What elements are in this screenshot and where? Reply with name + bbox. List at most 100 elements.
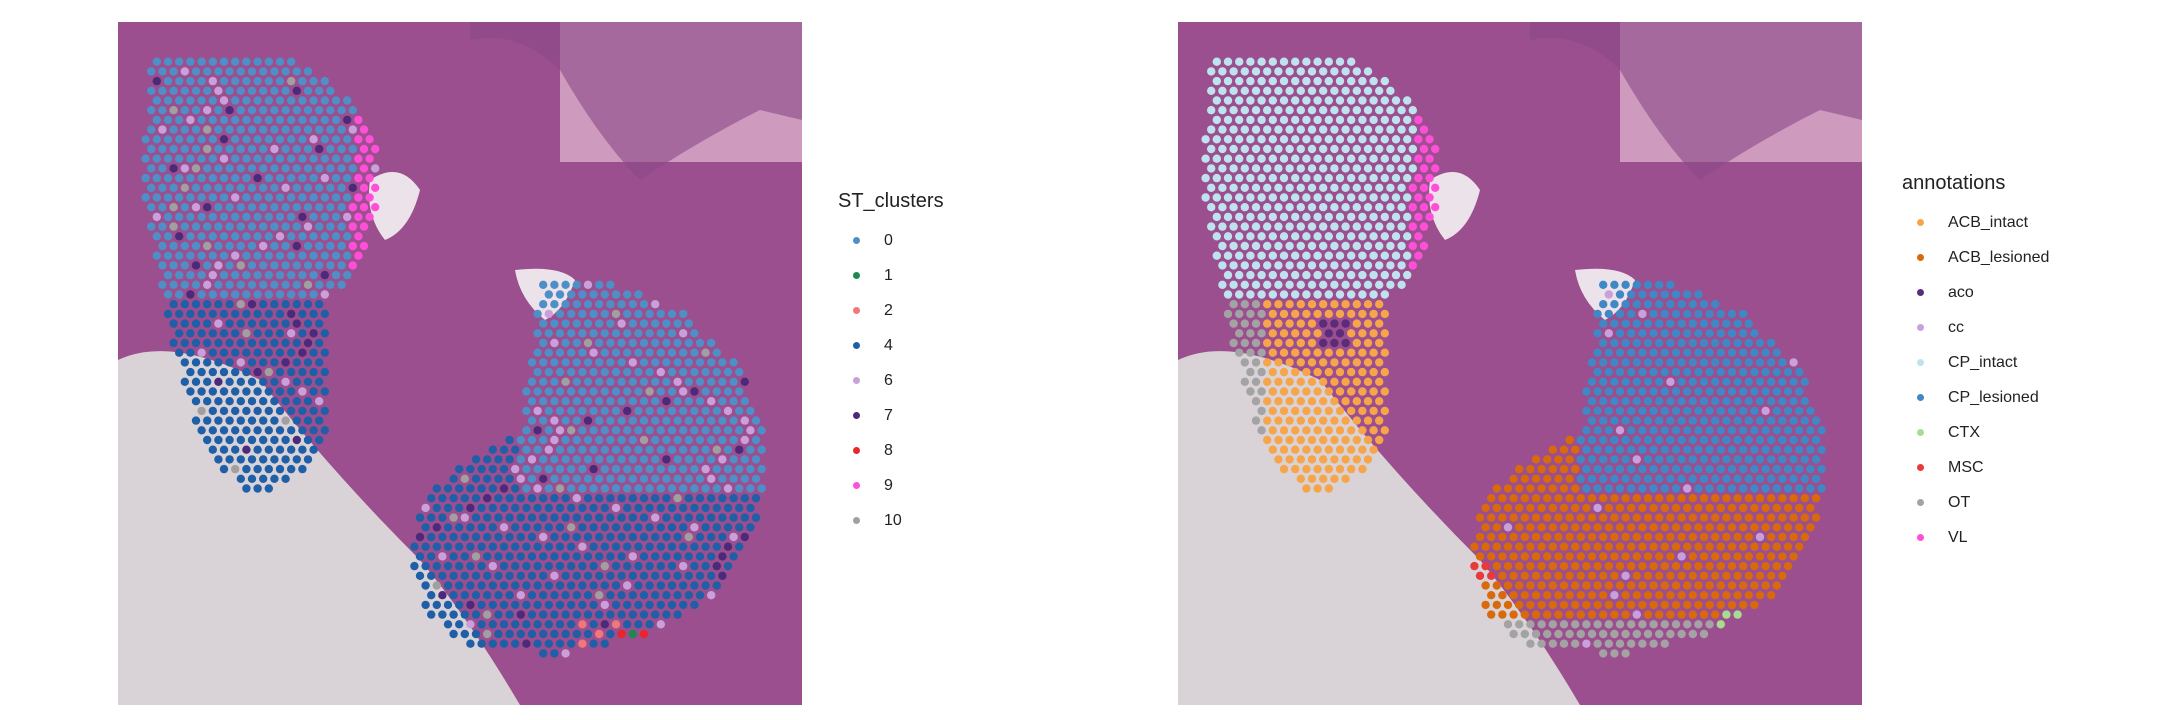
spot-point [253,57,262,66]
spot-point [1548,581,1558,590]
spot-point [1274,222,1283,231]
spot-point [1671,387,1681,396]
spot-point [1677,494,1686,503]
spot-point [701,561,710,571]
spot-point [583,397,593,406]
spot-point [1643,591,1653,600]
spot-point [667,309,677,319]
spot-point [1621,532,1630,542]
spot-point [740,532,749,542]
spot-point [1722,571,1731,580]
spot-point [1599,358,1608,367]
panel-annotations [1178,22,1862,705]
spot-point [1352,86,1362,96]
spot-point [432,523,441,532]
spot-point [1375,261,1384,270]
spot-point [292,435,301,445]
spot-point [1705,620,1714,629]
spot-point [1767,377,1776,386]
spot-point [1699,552,1709,561]
spot-point [516,571,525,580]
spot-point [662,610,671,619]
spot-point [449,513,458,522]
spot-point [186,329,195,338]
spot-point [1531,455,1541,464]
spot-point [488,561,497,571]
spot-point [1649,445,1658,454]
spot-point [1358,464,1367,474]
spot-point [645,620,654,629]
spot-point [1537,620,1546,629]
spot-point [600,426,609,435]
spot-point [1615,503,1625,513]
spot-point [1643,358,1653,367]
spot-point [639,358,649,367]
spot-point [180,241,189,251]
spot-point [326,280,335,289]
spot-point [561,455,570,464]
spot-point [208,193,217,202]
spot-point [236,241,245,251]
spot-point [169,86,178,96]
spot-point [1800,397,1810,406]
spot-point [208,426,217,435]
spot-point [197,309,206,319]
spot-point [1537,484,1546,493]
spot-point [718,377,727,386]
spot-point [1212,232,1222,241]
spot-point [1302,115,1311,125]
spot-point [186,173,195,183]
spot-point [1375,222,1384,231]
spot-point [1487,513,1496,522]
spot-point [1324,76,1334,86]
spot-point [1246,212,1255,222]
spot-point [169,144,178,154]
spot-point [208,57,217,66]
spot-point [729,416,738,425]
spot-point [1559,484,1569,493]
spot-point [259,397,268,406]
spot-point [1218,125,1227,134]
spot-point [679,600,688,610]
spot-point [1733,513,1742,522]
spot-point [595,300,604,309]
spot-point [1263,222,1272,231]
legend-label: 8 [884,441,893,459]
spot-point [231,115,240,125]
spot-point [298,329,307,338]
spot-point [1716,367,1726,377]
spot-point [1285,377,1294,386]
spot-point [1660,542,1670,551]
spot-point [477,620,486,629]
spot-point [158,241,167,251]
spot-point [197,426,206,435]
spot-point [1251,144,1261,154]
spot-point [320,115,329,125]
spot-point [1279,406,1289,416]
legend-item: 1 [838,258,944,293]
spot-point [298,135,307,144]
spot-point [191,377,201,386]
spot-point [1599,494,1608,503]
spot-point [1341,455,1350,464]
spot-point [343,115,352,125]
spot-point [567,309,576,319]
spot-point [1313,445,1322,454]
spot-point [231,445,240,454]
spot-point [611,309,621,319]
spot-point [690,600,699,610]
spot-point [1789,513,1798,522]
spot-point [651,513,660,522]
spot-point [1386,241,1395,251]
spot-point [539,494,548,503]
spot-point [203,435,212,445]
spot-point [1711,474,1720,483]
spot-point [707,455,716,464]
spot-point [309,251,318,260]
spot-point [169,261,178,270]
spot-point [163,232,173,241]
spot-point [550,455,559,464]
spot-point [180,67,189,76]
spot-point [1666,610,1675,619]
spot-point [231,329,240,338]
